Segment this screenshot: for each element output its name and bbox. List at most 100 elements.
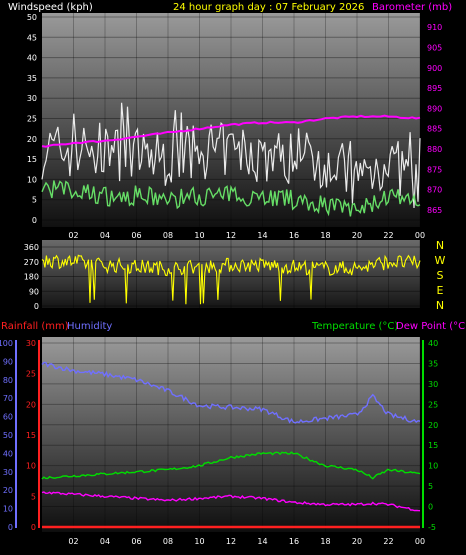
temperature-tick-label: 35 [428,359,438,368]
wind-panel-grid [42,13,421,227]
wind-direction-line [41,254,421,305]
wind-axis-ticks: 0 5 10 15 20 25 30 35 40 45 50 [27,13,37,225]
wind-x-tick-label: 12 [226,231,236,240]
temperature-tick-label: 20 [428,421,438,430]
wind-x-tick-label: 18 [320,231,330,240]
barometer-axis-label: Barometer (mb) [372,2,452,13]
barometer-tick-label: 870 [427,186,442,195]
temperature-tick-label: 40 [428,339,438,348]
temperature-panel-grid [42,337,421,532]
temperature-x-tick-label: 10 [194,537,204,546]
humidity-tick-label: 0 [8,523,13,532]
wind-panel-x-ticks: 02 04 06 08 10 12 14 16 18 20 22 00 [68,231,425,240]
wind-x-tick-label: 10 [194,231,204,240]
rainfall-tick-label: 30 [26,339,36,348]
temperature-x-tick-label: 12 [226,537,236,546]
temperature-line [41,451,421,480]
barometer-tick-label: 875 [427,165,442,174]
temperature-x-tick-label: 00 [415,537,425,546]
direction-tick-label: 360 [24,243,39,252]
compass-letter: E [437,284,444,297]
wind-tick-label: 10 [27,175,37,184]
temperature-x-tick-label: 08 [163,537,173,546]
temperature-x-tick-label: 04 [100,537,110,546]
compass-letter: W [435,254,446,267]
temperature-x-tick-label: 14 [257,537,267,546]
chart-title: 24 hour graph day : 07 February 2026 [173,2,364,13]
temperature-x-tick-label: 20 [352,537,362,546]
temperature-tick-label: 0 [428,503,433,512]
rainfall-axis-ticks: 0 5 10 15 20 25 30 [26,339,36,532]
humidity-scale-bar [15,340,17,528]
wind-tick-label: 40 [27,54,37,63]
compass-letter: N [436,299,444,312]
temperature-x-tick-label: 02 [68,537,78,546]
temperature-panel-x-ticks: 02 04 06 08 10 12 14 16 18 20 22 00 [68,537,425,546]
temperature-tick-label: 15 [428,441,438,450]
wind-x-tick-label: 08 [163,231,173,240]
direction-panel-series [41,254,421,305]
rainfall-tick-label: 0 [31,523,36,532]
wind-tick-label: 45 [27,33,37,42]
temperature-x-tick-label: 22 [383,537,393,546]
humidity-tick-label: 70 [3,394,13,403]
rainfall-tick-label: 20 [26,400,36,409]
barometer-tick-label: 880 [427,145,442,154]
direction-axis-ticks: 0 90 180 270 360 [24,243,39,311]
humidity-tick-label: 20 [3,486,13,495]
rainfall-axis-label: Rainfall (mm) [1,321,69,332]
wind-x-tick-label: 22 [383,231,393,240]
temperature-axis-ticks: -5 0 5 10 15 20 25 30 35 40 [428,339,438,532]
temperature-x-tick-label: 18 [320,537,330,546]
humidity-tick-label: 90 [3,357,13,366]
temperature-scale-bar [422,340,424,528]
barometer-tick-label: 865 [427,206,442,215]
wind-tick-label: 30 [27,94,37,103]
humidity-tick-label: 40 [3,449,13,458]
direction-tick-label: 0 [34,302,39,311]
wind-x-tick-label: 16 [289,231,299,240]
humidity-tick-label: 80 [3,376,13,385]
rainfall-scale-bar [38,340,40,528]
direction-tick-label: 180 [24,273,39,282]
rainfall-tick-label: 5 [31,492,36,501]
wind-tick-label: 20 [27,135,37,144]
direction-tick-label: 90 [29,287,39,296]
humidity-axis-label: Humidity [67,321,112,332]
wind-tick-label: 25 [27,115,37,124]
wind-tick-label: 35 [27,74,37,83]
temperature-axis-label: Temperature (°C) [311,321,398,332]
humidity-tick-label: 100 [0,339,13,348]
dewpoint-axis-label: Dew Point (°C) [396,321,466,332]
direction-panel-background [42,240,420,308]
temperature-panel-background [42,337,420,532]
temperature-tick-label: 30 [428,380,438,389]
wind-gust-line [41,102,421,209]
humidity-tick-label: 10 [3,505,13,514]
barometer-line [41,114,421,148]
barometer-tick-label: 895 [427,84,442,93]
temperature-tick-label: -5 [428,523,436,532]
barometer-tick-label: 900 [427,64,442,73]
rainfall-tick-label: 15 [26,431,36,440]
wind-average-line [41,180,421,217]
wind-tick-label: 50 [27,13,37,22]
wind-axis-label: Windspeed (kph) [8,2,93,13]
wind-panel-series [41,102,421,217]
barometer-tick-label: 910 [427,23,442,32]
rainfall-tick-label: 25 [26,370,36,379]
wind-x-tick-label: 20 [352,231,362,240]
temperature-tick-label: 5 [428,482,433,491]
wind-x-tick-label: 04 [100,231,110,240]
barometer-tick-label: 905 [427,43,442,52]
humidity-tick-label: 50 [3,431,13,440]
barometer-tick-label: 885 [427,125,442,134]
temperature-x-tick-label: 16 [289,537,299,546]
humidity-tick-label: 60 [3,413,13,422]
wind-x-tick-label: 02 [68,231,78,240]
humidity-tick-label: 30 [3,468,13,477]
wind-x-tick-label: 06 [131,231,141,240]
temperature-tick-label: 10 [428,462,438,471]
